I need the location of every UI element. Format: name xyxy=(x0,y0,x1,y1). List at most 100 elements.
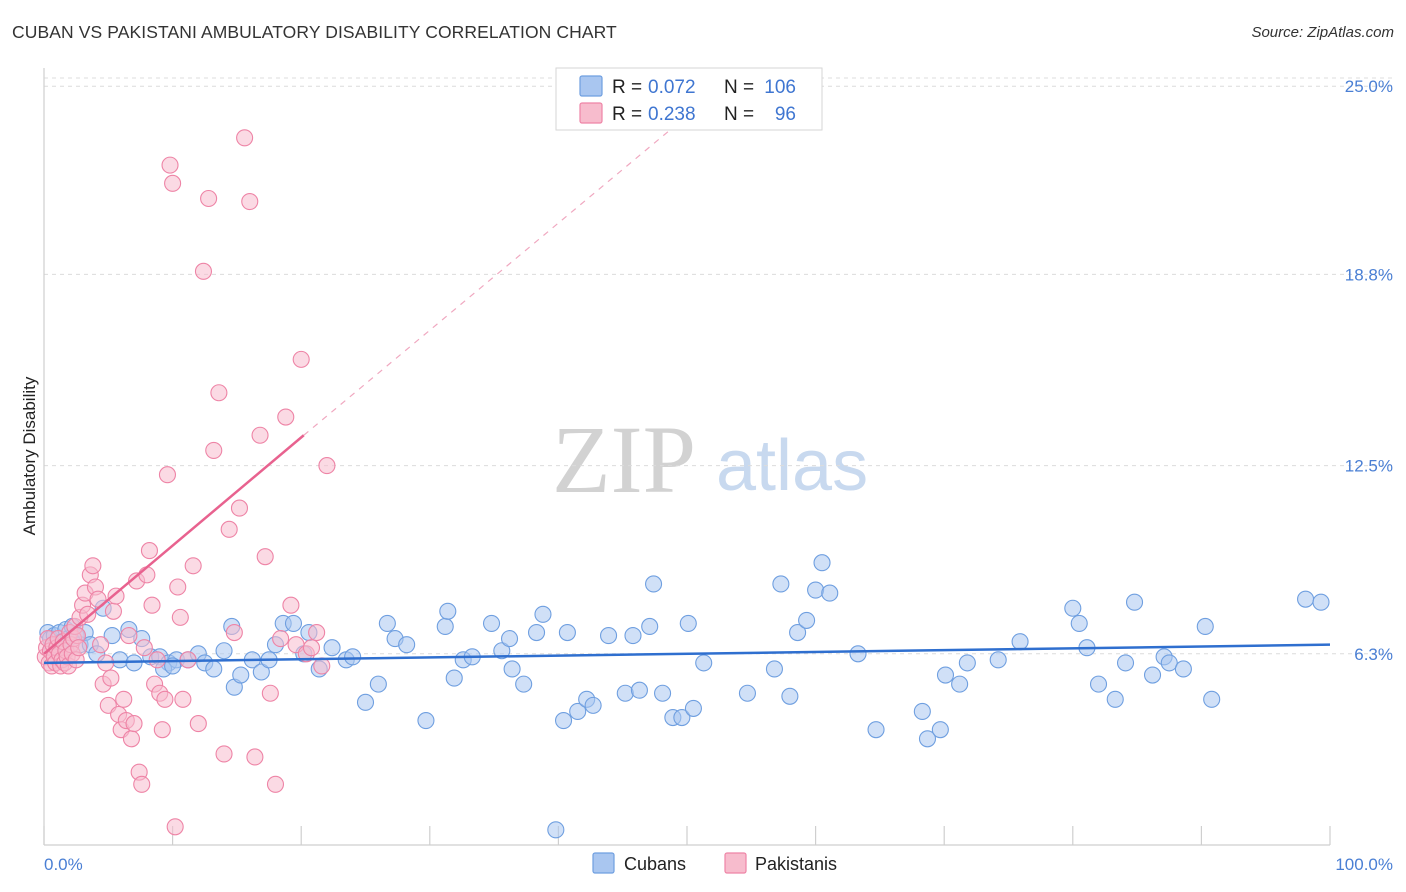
cuban-point xyxy=(205,660,223,678)
cuban-point xyxy=(1116,654,1135,672)
pakistani-point xyxy=(194,262,213,280)
pakistani-point xyxy=(120,627,138,645)
cuban-point xyxy=(1011,633,1029,651)
legend-bottom-label-cubans: Cubans xyxy=(624,854,686,874)
pakistani-point xyxy=(236,129,254,147)
x-tick-label-min: 0.0% xyxy=(44,855,83,874)
pakistani-point xyxy=(200,189,218,208)
gridlines xyxy=(44,77,1393,655)
y-tick-labels: 6.3% 12.5% 18.8% 25.0% xyxy=(1345,77,1393,664)
y-axis-title: Ambulatory Disability xyxy=(20,376,39,535)
trend-extension-pakistanis xyxy=(303,110,694,436)
cuban-point xyxy=(798,611,816,629)
cuban-point xyxy=(951,675,969,693)
pakistani-point xyxy=(140,542,159,560)
cuban-point xyxy=(558,623,576,642)
cuban-point xyxy=(600,627,618,645)
legend-swatch-cubans xyxy=(579,75,603,97)
cuban-point xyxy=(103,627,121,645)
cuban-point xyxy=(1089,675,1108,693)
cuban-point xyxy=(1203,690,1221,708)
pakistani-point xyxy=(171,608,189,626)
pakistani-point xyxy=(205,441,223,459)
series-cubans xyxy=(39,554,1330,839)
pakistani-point xyxy=(169,578,187,596)
cuban-point xyxy=(918,730,937,748)
cuban-point xyxy=(323,639,341,657)
cuban-point xyxy=(630,681,648,699)
cuban-point xyxy=(913,702,931,721)
cuban-point xyxy=(284,614,303,632)
cuban-point xyxy=(554,712,573,730)
legend-bottom-swatch-cubans xyxy=(592,852,615,874)
legend-r-value-cubans: 0.072 xyxy=(648,77,696,98)
pakistani-point xyxy=(143,596,161,614)
cuban-point xyxy=(436,617,454,636)
cuban-point xyxy=(807,581,825,599)
pakistani-point xyxy=(70,639,88,657)
pakistani-point xyxy=(282,596,300,614)
pakistani-point xyxy=(92,636,110,654)
pakistani-point xyxy=(135,639,153,657)
cuban-point xyxy=(215,642,233,660)
pakistani-point xyxy=(125,715,143,733)
legend-n-value-cubans: 106 xyxy=(764,77,796,98)
cuban-point xyxy=(624,627,642,645)
legend-bottom-label-pakistanis: Pakistanis xyxy=(755,854,837,874)
cuban-point xyxy=(654,684,672,702)
y-tick-label: 18.8% xyxy=(1345,265,1393,284)
cuban-point xyxy=(849,645,867,663)
cuban-point xyxy=(527,623,546,642)
pakistani-point xyxy=(153,721,171,739)
pakistani-point xyxy=(272,630,290,648)
cuban-point xyxy=(1106,690,1124,708)
cuban-point xyxy=(1196,617,1214,636)
pakistani-point xyxy=(230,499,249,517)
watermark-zip: ZIP xyxy=(552,406,696,513)
pakistani-point xyxy=(251,426,269,444)
cuban-point xyxy=(356,693,375,711)
cuban-point xyxy=(378,614,396,632)
pakistani-point xyxy=(318,457,336,475)
pakistani-point xyxy=(241,192,259,211)
cuban-point xyxy=(534,605,552,623)
cuban-point xyxy=(867,721,885,739)
cuban-point xyxy=(1070,614,1088,632)
pakistani-point xyxy=(174,690,192,708)
cuban-point xyxy=(1312,593,1330,611)
cuban-point xyxy=(989,651,1007,669)
pakistani-point xyxy=(102,669,120,687)
cuban-point xyxy=(616,684,634,702)
cuban-point xyxy=(503,660,521,678)
legend-n-value-pakistanis: 96 xyxy=(775,104,796,125)
pakistani-point xyxy=(166,818,184,836)
cuban-point xyxy=(772,575,790,593)
cuban-point xyxy=(813,554,831,572)
cuban-point xyxy=(344,648,362,666)
cuban-point xyxy=(1125,593,1144,611)
pakistani-point xyxy=(107,587,125,605)
legend-r-label-pakistanis: R = xyxy=(612,104,642,125)
y-tick-label: 6.3% xyxy=(1354,645,1393,664)
pakistani-point xyxy=(292,350,310,368)
cuban-point xyxy=(1174,660,1192,678)
cuban-point xyxy=(1143,666,1162,684)
cuban-point xyxy=(1297,590,1315,608)
y-tick-label: 12.5% xyxy=(1345,457,1393,476)
cuban-point xyxy=(445,669,463,687)
cuban-point xyxy=(482,614,501,632)
pakistani-point xyxy=(302,639,321,657)
pakistani-point xyxy=(277,408,295,426)
pakistani-point xyxy=(156,690,174,708)
legend-bottom: Cubans Pakistanis xyxy=(592,852,837,874)
cuban-point xyxy=(111,651,129,669)
pakistani-point xyxy=(148,651,166,669)
cuban-point xyxy=(781,687,799,705)
pakistani-point xyxy=(158,466,177,484)
pakistani-point xyxy=(133,775,151,793)
cuban-point xyxy=(645,575,663,593)
source-credit: Source: ZipAtlas.com xyxy=(1251,24,1394,41)
cuban-point xyxy=(765,660,783,678)
cuban-point xyxy=(789,623,807,642)
